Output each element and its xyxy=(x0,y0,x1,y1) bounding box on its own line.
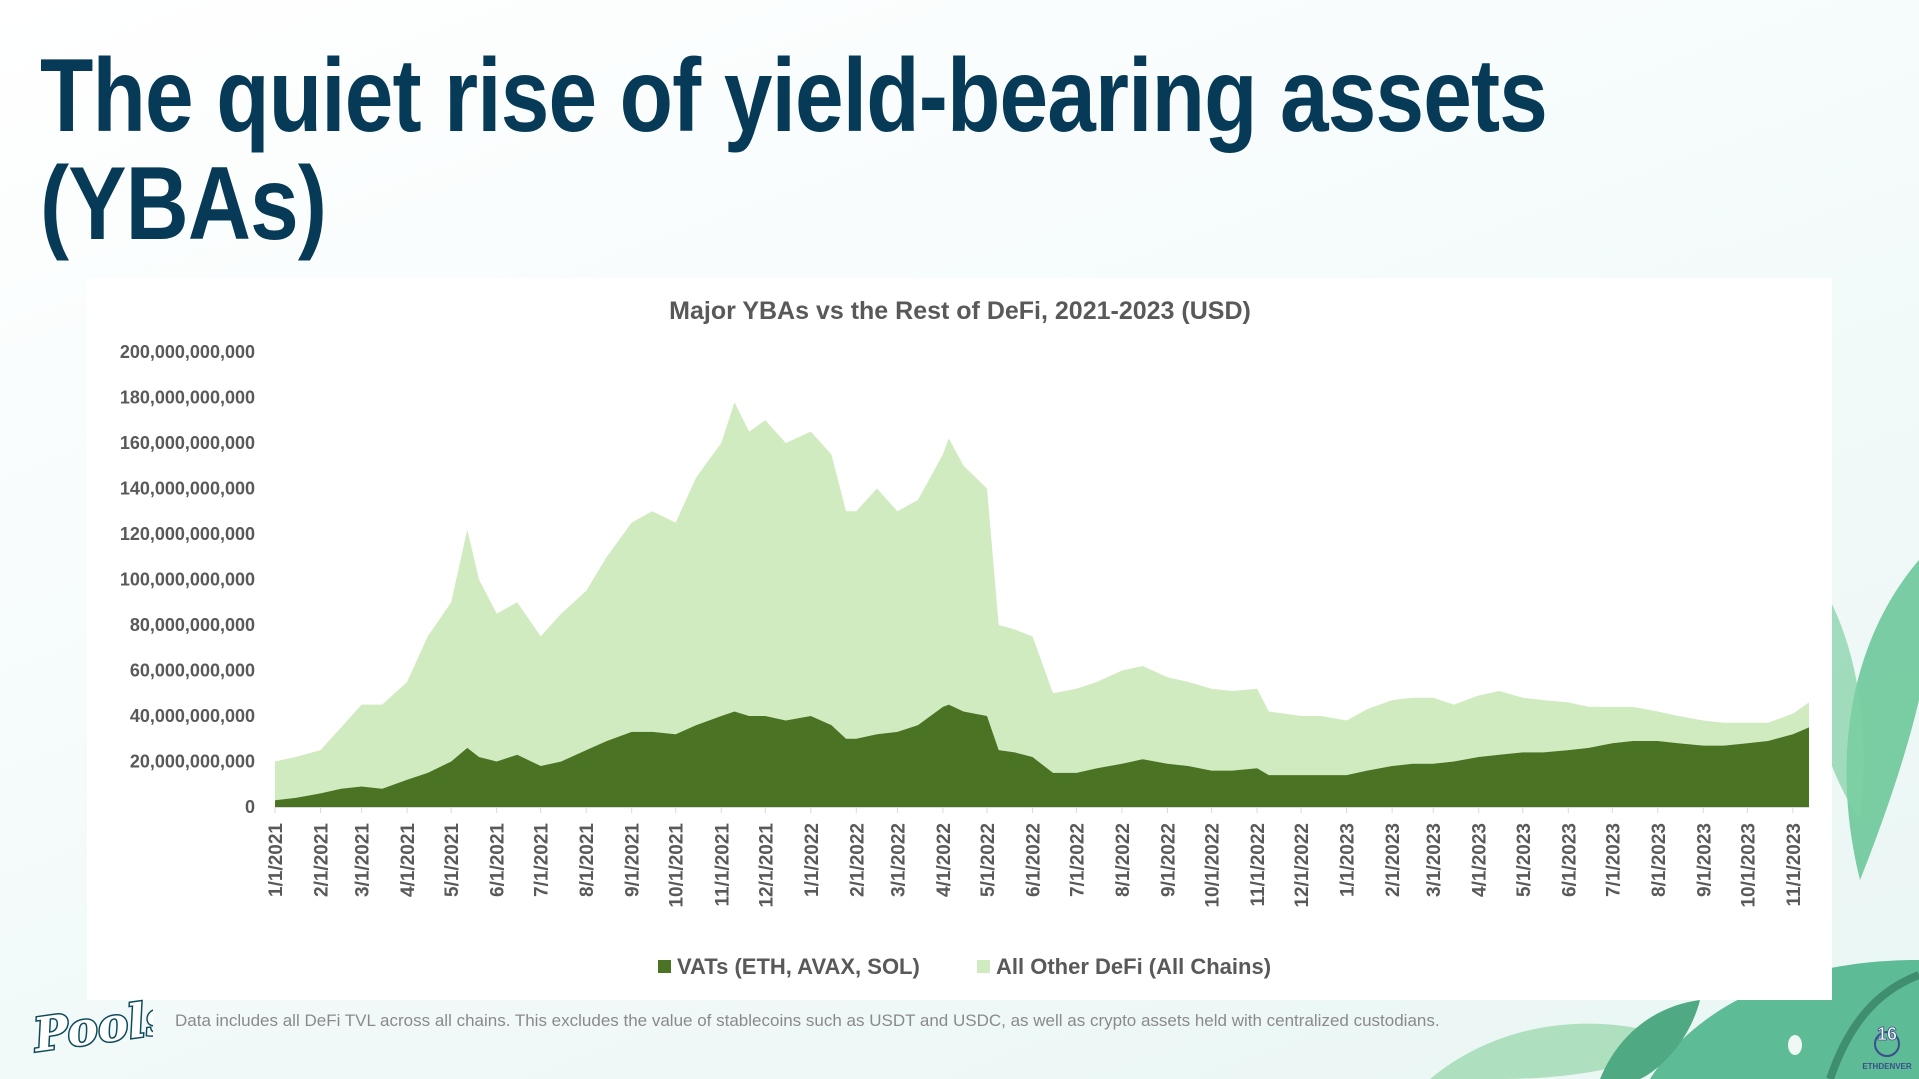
x-tick-label: 1/1/2021 xyxy=(266,823,287,897)
leaf-highlight xyxy=(1788,1035,1802,1055)
legend-label-all-other-defi: All Other DeFi (All Chains) xyxy=(996,954,1271,979)
poolside-logo: Poolside xyxy=(28,992,153,1064)
leaf-shape xyxy=(1650,960,1919,1079)
x-tick-label: 12/1/2022 xyxy=(1292,823,1313,908)
x-tick-label: 8/1/2022 xyxy=(1113,823,1134,897)
y-tick-label: 0 xyxy=(245,797,255,817)
slide-title: The quiet rise of yield-bearing assets (Y… xyxy=(40,42,1548,258)
page-number-badge: 16 ETHDENVER xyxy=(1862,1024,1912,1071)
leaf-stem xyxy=(1826,971,1919,1079)
ethdenver-logo-icon xyxy=(1874,1031,1900,1057)
x-tick-label: 11/1/2022 xyxy=(1248,823,1269,906)
x-tick-label: 7/1/2021 xyxy=(532,823,553,897)
x-tick-label: 2/1/2023 xyxy=(1383,823,1404,897)
x-tick-label: 6/1/2021 xyxy=(488,823,509,897)
x-tick-label: 6/1/2022 xyxy=(1023,823,1044,897)
x-tick-label: 7/1/2022 xyxy=(1067,823,1088,897)
x-tick-label: 10/1/2021 xyxy=(667,823,688,908)
x-tick-label: 7/1/2023 xyxy=(1603,823,1624,897)
x-tick-label: 2/1/2021 xyxy=(312,823,333,897)
page-number: 16 xyxy=(1877,1024,1897,1044)
area-chart: Major YBAs vs the Rest of DeFi, 2021-202… xyxy=(120,297,1809,979)
x-tick-label: 3/1/2021 xyxy=(353,823,374,897)
y-tick-label: 60,000,000,000 xyxy=(130,661,255,681)
y-tick-label: 100,000,000,000 xyxy=(120,570,255,590)
x-tick-label: 1/1/2022 xyxy=(802,823,823,897)
x-tick-label: 8/1/2021 xyxy=(577,823,598,897)
y-tick-label: 20,000,000,000 xyxy=(130,752,255,772)
x-tick-label: 12/1/2021 xyxy=(756,823,777,908)
y-tick-label: 180,000,000,000 xyxy=(120,388,255,408)
x-tick-label: 6/1/2023 xyxy=(1559,823,1580,897)
y-tick-label: 40,000,000,000 xyxy=(130,706,255,726)
x-tick-label: 4/1/2023 xyxy=(1470,823,1491,897)
y-tick-label: 120,000,000,000 xyxy=(120,524,255,544)
y-tick-label: 160,000,000,000 xyxy=(120,433,255,453)
footnote: Data includes all DeFi TVL across all ch… xyxy=(175,1011,1440,1030)
x-tick-label: 4/1/2022 xyxy=(934,823,955,897)
x-tick-label: 4/1/2021 xyxy=(398,823,419,897)
x-tick-label: 8/1/2023 xyxy=(1649,823,1670,897)
x-tick-label: 11/1/2021 xyxy=(712,823,733,907)
chart-container: Major YBAs vs the Rest of DeFi, 2021-202… xyxy=(87,278,1832,1000)
legend-swatch-all-other-defi xyxy=(977,960,990,973)
event-logo-text: ETHDENVER xyxy=(1862,1062,1912,1071)
series-area-all-other-defi xyxy=(275,402,1809,801)
y-tick-label: 200,000,000,000 xyxy=(120,342,255,362)
leaf-shape xyxy=(1846,560,1919,880)
x-tick-label: 2/1/2022 xyxy=(847,823,868,897)
title-line-1: The quiet rise of yield-bearing assets xyxy=(40,38,1548,154)
title-line-2: (YBAs) xyxy=(40,146,327,262)
x-tick-label: 5/1/2021 xyxy=(442,823,463,897)
x-tick-label: 10/1/2022 xyxy=(1203,823,1224,908)
series-area-vats xyxy=(275,704,1809,807)
x-tick-label: 5/1/2022 xyxy=(978,823,999,897)
x-tick-label: 9/1/2021 xyxy=(623,823,644,897)
x-tick-label: 5/1/2023 xyxy=(1514,823,1535,897)
y-tick-label: 140,000,000,000 xyxy=(120,479,255,499)
poolside-logo-text: Poolside xyxy=(28,992,153,1063)
x-tick-label: 11/1/2023 xyxy=(1784,823,1805,906)
y-tick-label: 80,000,000,000 xyxy=(130,615,255,635)
x-tick-label: 10/1/2023 xyxy=(1738,823,1759,908)
legend-swatch-vats xyxy=(658,960,671,973)
x-tick-label: 9/1/2023 xyxy=(1694,823,1715,897)
x-tick-label: 9/1/2022 xyxy=(1159,823,1180,897)
leaf-shape xyxy=(1600,1000,1700,1079)
legend-label-vats: VATs (ETH, AVAX, SOL) xyxy=(677,954,920,979)
x-tick-label: 1/1/2023 xyxy=(1338,823,1359,897)
x-tick-label: 3/1/2023 xyxy=(1424,823,1445,897)
chart-title: Major YBAs vs the Rest of DeFi, 2021-202… xyxy=(669,297,1251,325)
x-tick-label: 3/1/2022 xyxy=(888,823,909,897)
